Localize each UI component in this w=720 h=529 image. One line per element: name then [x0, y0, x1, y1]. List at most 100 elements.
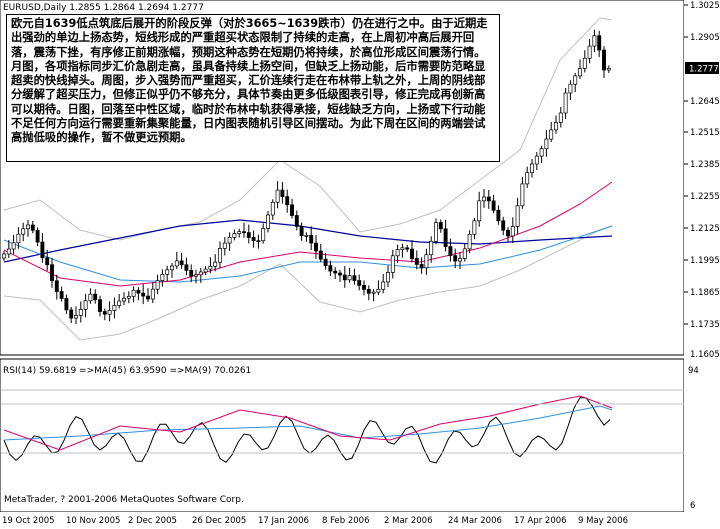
- candle-body: [11, 242, 16, 250]
- price-label: 1.2645: [690, 97, 720, 107]
- candle-body: [578, 68, 582, 77]
- candle-body: [362, 285, 366, 290]
- candle-body: [93, 293, 98, 301]
- candle-body: [534, 155, 539, 165]
- candle-body: [573, 75, 578, 85]
- candle-body: [246, 232, 251, 238]
- time-label: 2 Mar 2006: [384, 516, 432, 525]
- candle-body: [386, 272, 390, 283]
- candle-body: [208, 265, 213, 270]
- candle-body: [270, 201, 275, 216]
- candle-body: [280, 189, 285, 197]
- candle-body: [266, 214, 270, 229]
- bollinger-upper: [3, 17, 613, 241]
- candle-body: [237, 231, 242, 234]
- candle-body: [496, 209, 501, 222]
- candle-body: [582, 57, 587, 69]
- candle-body: [405, 247, 410, 250]
- price-label: 1.1605: [690, 350, 720, 360]
- candle-body: [35, 229, 40, 243]
- candle-body: [218, 248, 222, 263]
- rsi-line: [3, 397, 611, 464]
- candle-body: [491, 200, 496, 211]
- candle-body: [400, 247, 405, 250]
- candle-body: [323, 258, 328, 266]
- candle-body: [410, 248, 414, 259]
- price-label: 1.2385: [690, 160, 720, 170]
- candle-body: [69, 309, 74, 319]
- candle-body: [587, 45, 592, 59]
- candle-body: [294, 215, 299, 227]
- candle-body: [146, 295, 150, 300]
- candle-body: [486, 196, 491, 202]
- price-scale[interactable]: [684, 0, 720, 512]
- candle-body: [390, 255, 395, 273]
- rsi-panel-frame[interactable]: [0, 358, 685, 513]
- candle-body: [338, 272, 342, 276]
- candle-body: [112, 305, 117, 311]
- candle-body: [170, 265, 174, 271]
- symbol-header: EURUSD,Daily 1.2855 1.2864 1.2694 1.2777: [3, 3, 204, 13]
- candle-body: [194, 274, 198, 277]
- candle-body: [462, 248, 467, 259]
- price-label: 1.1865: [690, 288, 720, 298]
- candle-body: [256, 240, 261, 243]
- candle-body: [2, 253, 6, 259]
- candle-body: [563, 92, 568, 114]
- candle-body: [366, 289, 371, 294]
- candle-body: [333, 270, 338, 274]
- candle-body: [141, 292, 146, 297]
- candle-body: [165, 269, 170, 275]
- candle-body: [102, 311, 107, 315]
- bollinger-bands: [3, 17, 613, 341]
- time-label: 24 Mar 2006: [448, 516, 502, 525]
- candle-body: [448, 246, 453, 256]
- time-labels: 19 Oct 2005 10 Nov 2005 2 Dec 2005 26 De…: [2, 516, 628, 526]
- candle-body: [525, 172, 530, 185]
- time-label: 19 Oct 2005: [2, 516, 55, 525]
- ma-mid-line: [3, 181, 613, 287]
- current-price-badge: [685, 62, 719, 74]
- candle-body: [74, 315, 78, 319]
- candle-body: [318, 250, 323, 260]
- candle-body: [131, 289, 136, 297]
- ma-long-line: [3, 219, 613, 263]
- candle-body: [467, 233, 472, 250]
- candle-body: [352, 275, 357, 281]
- candle-body: [222, 242, 227, 249]
- candle-body: [251, 237, 256, 242]
- candle-body: [198, 271, 203, 276]
- candle-body: [45, 257, 50, 266]
- candle-body: [304, 235, 309, 237]
- candle-body: [458, 258, 462, 262]
- candle-body: [261, 228, 266, 242]
- time-axis[interactable]: [0, 512, 720, 525]
- candle-body: [482, 196, 486, 202]
- candle-body: [606, 68, 611, 71]
- candle-body: [174, 260, 179, 267]
- price-label: 1.2515: [690, 128, 720, 138]
- candle-body: [126, 295, 131, 299]
- time-label: 17 Jan 2006: [258, 516, 309, 525]
- candle-body: [554, 122, 558, 131]
- time-label: 17 Apr 2006: [514, 516, 567, 525]
- candle-body: [544, 138, 549, 150]
- candle-body: [472, 220, 477, 235]
- candle-body: [155, 280, 160, 290]
- analysis-text-box: 欧元自1639低点筑底后展开的阶段反弹（对於3665~1639跌市）仍在进行之中…: [6, 14, 500, 162]
- candle-body: [6, 248, 11, 255]
- candle-body: [510, 226, 515, 237]
- copyright-text: MetaTrader, ? 2001-2006 MetaQuotes Softw…: [4, 495, 244, 505]
- candle-body: [357, 280, 362, 286]
- candle-body: [342, 274, 347, 281]
- candle-body: [122, 297, 126, 302]
- price-label: 1.2255: [690, 192, 720, 202]
- candle-body: [150, 288, 155, 300]
- candle-body: [203, 268, 208, 273]
- bollinger-lower: [3, 225, 613, 341]
- candle-body: [381, 281, 386, 290]
- candle-body: [64, 298, 69, 311]
- candle-body: [232, 233, 237, 238]
- candle-body: [40, 241, 45, 259]
- candle-body: [438, 222, 443, 230]
